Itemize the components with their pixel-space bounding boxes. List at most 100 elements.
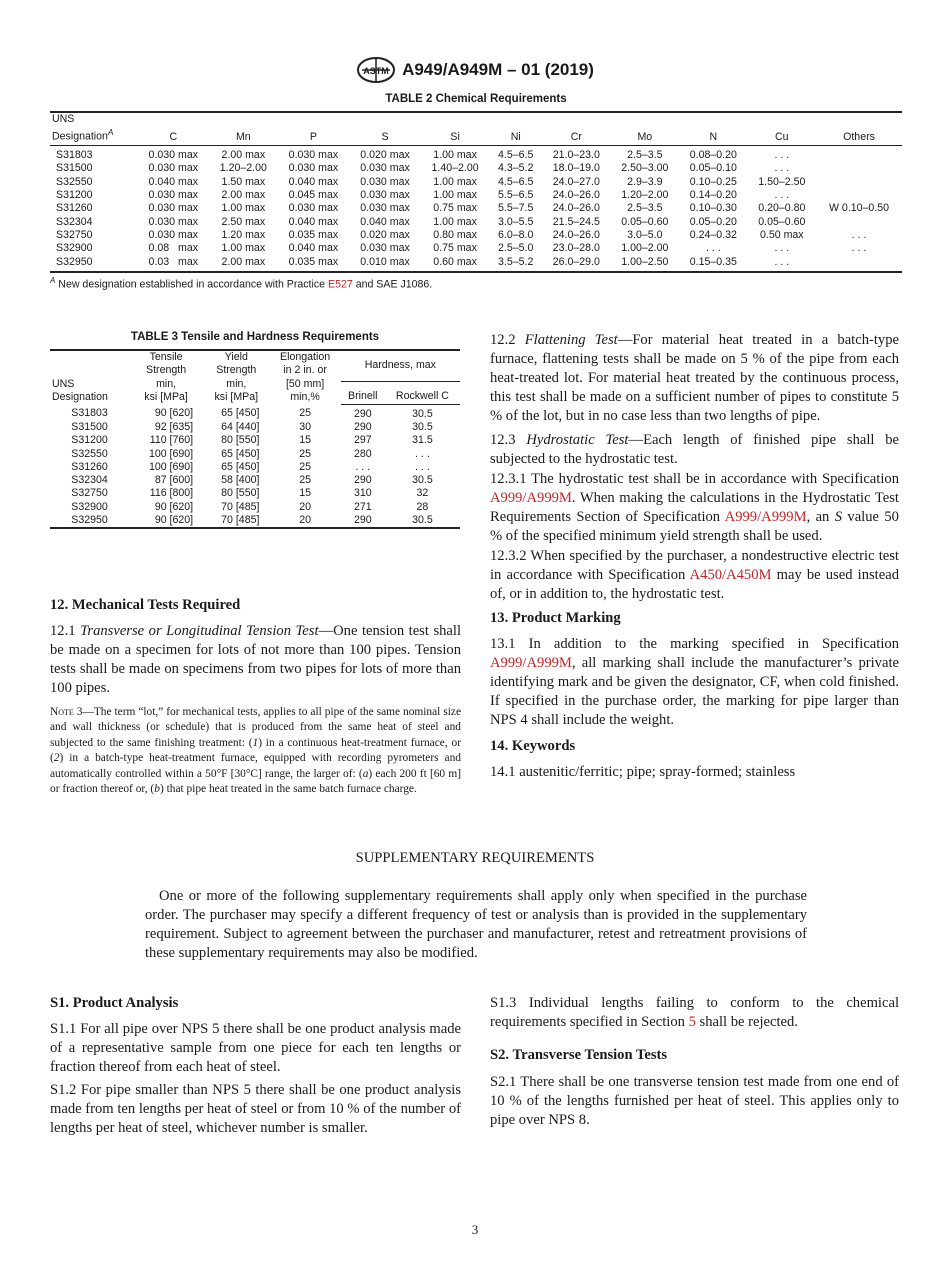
table-2-footnote: A New designation established in accorda… bbox=[50, 275, 433, 291]
table-cell: 290 bbox=[353, 420, 372, 433]
text-span: 14.1 austenitic/ferritic; pipe; spray-fo… bbox=[490, 764, 796, 780]
text-span: —For material heat treated in a batch-ty… bbox=[490, 332, 899, 424]
table-row: S32304 0.030 max 2.50 max 0.040 max 0.040 ma… bbox=[50, 216, 902, 229]
table-row: S31803 0.030 max 2.00 max 0.030 max 0.020 ma… bbox=[50, 146, 902, 163]
table-cell: 15 bbox=[299, 434, 311, 447]
table-row: S31200 0.030 max 2.00 max 0.045 max 0.030 ma… bbox=[50, 189, 902, 202]
table-cell: 0.030 max bbox=[148, 202, 199, 215]
table-cell bbox=[816, 216, 902, 229]
header-hardness: Hardness, max bbox=[340, 350, 460, 382]
table-cell: 0.030 max bbox=[288, 162, 339, 175]
header-s: S bbox=[349, 126, 421, 147]
table-cell: S31500 bbox=[56, 162, 93, 175]
s2-heading: S2. Transverse Tension Tests bbox=[490, 1047, 668, 1063]
text-span: value 50 % of the specified minimum yiel… bbox=[490, 509, 899, 544]
table-cell: 30.5 bbox=[412, 514, 433, 527]
table-cell: . . . bbox=[851, 242, 867, 255]
table-cell: . . . bbox=[355, 460, 371, 473]
table-cell: 0.10–0.30 bbox=[689, 202, 737, 215]
section-13-heading: 13. Product Marking bbox=[490, 610, 621, 626]
section-12-heading: 12. Mechanical Tests Required bbox=[50, 597, 241, 613]
table-cell: 0.030 max bbox=[148, 215, 199, 228]
table-row: S32750 116 [800] 80 [550] 15 310 32 bbox=[50, 487, 460, 500]
table-cell: 80 [550] bbox=[221, 434, 260, 447]
text-span: S1.3 Individual lengths failing to confo… bbox=[490, 995, 899, 1030]
table-cell: 4.5–6.5 bbox=[498, 149, 534, 162]
table-cell: 21.0–23.0 bbox=[552, 149, 600, 162]
table-cell: 4.5–6.5 bbox=[498, 175, 534, 188]
table-cell: 0.030 max bbox=[148, 162, 199, 175]
table-cell: 0.040 max bbox=[148, 175, 199, 188]
table-cell: 26.0–29.0 bbox=[552, 255, 600, 268]
table-cell: 24.0–26.0 bbox=[552, 228, 600, 241]
table-cell: 0.035 max bbox=[288, 228, 339, 241]
table-cell: 90 [620] bbox=[154, 407, 194, 420]
text-span: shall be rejected. bbox=[695, 1014, 798, 1030]
text-span: Hydrostatic Test bbox=[526, 432, 629, 448]
header-designation: DesignationA bbox=[50, 126, 138, 147]
table-cell: 1.20–2.00 bbox=[621, 189, 669, 202]
table-cell: 6.0–8.0 bbox=[498, 228, 534, 241]
table-cell: 5.5–6.5 bbox=[498, 189, 534, 202]
table-row: S32304 87 [600] 58 [400] 25 290 30.5 bbox=[50, 474, 460, 487]
table-cell: 0.10–0.25 bbox=[689, 175, 737, 188]
note-3: Note 3—The term “lot,” for mechanical te… bbox=[50, 705, 461, 797]
table-cell: . . . bbox=[415, 447, 430, 460]
text-span: 12.3 bbox=[490, 432, 527, 448]
table-cell: 0.03 max bbox=[148, 255, 199, 268]
table-row: S31500 92 [635] 64 [440] 30 290 30.5 bbox=[50, 421, 460, 434]
header-c: C bbox=[137, 126, 210, 147]
text-span: 12.2 bbox=[490, 332, 525, 348]
spec-link[interactable]: 5 bbox=[688, 1014, 696, 1030]
table-cell: 1.50 max bbox=[221, 175, 266, 188]
header-tensile: Tensile Strength min, ksi [MPa] bbox=[144, 351, 188, 403]
paragraph-s1-1: S1.1 For all pipe over NPS 5 there shall… bbox=[50, 1020, 461, 1077]
s1-heading: S1. Product Analysis bbox=[50, 995, 179, 1011]
header-elongation: Elongation in 2 in. or [50 mm] min,% bbox=[280, 351, 331, 403]
table-cell: 25 bbox=[299, 460, 311, 473]
table-cell: 21.5–24.5 bbox=[552, 215, 600, 228]
table-cell bbox=[816, 162, 902, 175]
table-row: S31500 0.030 max 1.20–2.00 0.030 max 0.030 m… bbox=[50, 162, 902, 175]
table-cell: 65 [450] bbox=[221, 460, 260, 473]
spec-link[interactable]: A999/A999M bbox=[724, 509, 807, 525]
spec-link[interactable]: A450/A450M bbox=[689, 567, 772, 583]
table-cell: 4.3–5.2 bbox=[498, 162, 534, 175]
text-span: 12.3.1 The hydrostatic test shall be in … bbox=[490, 471, 899, 487]
table-cell: S31200 bbox=[56, 189, 93, 202]
table-cell: . . . bbox=[774, 149, 790, 162]
page-header: ASTM A949/A949M – 01 (2019) bbox=[0, 56, 950, 84]
text-span: ) that pipe heat treated in the same bat… bbox=[159, 783, 417, 796]
table-cell: 0.05–0.60 bbox=[621, 215, 669, 228]
supplementary-intro: One or more of the following supplementa… bbox=[145, 888, 807, 961]
table-cell: 1.00–2.50 bbox=[621, 255, 669, 268]
supplementary-left-column: S1. Product Analysis S1.1 For all pipe o… bbox=[50, 994, 461, 1138]
section-14-heading: 14. Keywords bbox=[490, 738, 576, 754]
table-cell: S31500 bbox=[71, 420, 108, 433]
spec-link[interactable]: A999/A999M bbox=[490, 655, 572, 671]
paragraph-12-3: 12.3 Hydrostatic Test—Each length of fin… bbox=[490, 431, 899, 469]
table-cell: 1.00 max bbox=[433, 215, 477, 228]
header-si: Si bbox=[420, 126, 490, 147]
text-span: 12.3.2 When specified by the purchaser, … bbox=[490, 548, 899, 583]
spec-link[interactable]: A999/A999M bbox=[490, 490, 572, 506]
supplementary-right-column: S1.3 Individual lengths failing to confo… bbox=[490, 994, 899, 1130]
table-cell: 25 bbox=[299, 474, 311, 487]
text-span: S2.1 There shall be one transverse tensi… bbox=[490, 1074, 899, 1128]
table-cell: . . . bbox=[774, 255, 790, 268]
table-cell: 290 bbox=[353, 407, 372, 420]
table-cell: S31803 bbox=[56, 149, 93, 162]
header-cu: Cu bbox=[747, 126, 817, 147]
table-row: S32550 100 [690] 65 [450] 25 280 . . . bbox=[50, 448, 460, 461]
table-cell: S32900 bbox=[71, 500, 108, 513]
table-cell: . . . bbox=[705, 242, 721, 255]
link-e527[interactable]: E527 bbox=[328, 278, 353, 291]
table-cell: 80 [550] bbox=[221, 487, 260, 500]
page-number: 3 bbox=[471, 1222, 479, 1237]
header-others: Others bbox=[816, 126, 902, 147]
table-cell: 0.05–0.60 bbox=[758, 215, 806, 228]
table-cell: 0.08 max bbox=[148, 242, 199, 255]
table-cell: 90 [620] bbox=[154, 500, 194, 513]
table-cell: 2.5–3.5 bbox=[627, 149, 663, 162]
